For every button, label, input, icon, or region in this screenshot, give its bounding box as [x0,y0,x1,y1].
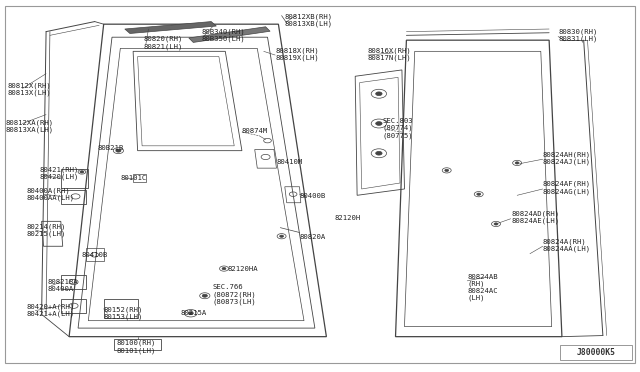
Circle shape [222,267,226,270]
Circle shape [477,193,481,195]
Text: 80820A: 80820A [300,234,326,240]
Circle shape [515,162,519,164]
Circle shape [80,171,84,173]
Text: 80874M: 80874M [242,128,268,134]
Circle shape [445,169,449,171]
Text: 80816X(RH)
80817N(LH): 80816X(RH) 80817N(LH) [368,47,412,61]
Polygon shape [189,27,270,42]
Circle shape [376,122,382,125]
Text: 82120H: 82120H [334,215,360,221]
Text: 80400B: 80400B [300,193,326,199]
Text: 80400A(RH)
80400AA(LH): 80400A(RH) 80400AA(LH) [27,187,75,201]
Text: 80812XA(RH)
80813XA(LH): 80812XA(RH) 80813XA(LH) [5,120,53,133]
Text: 80152(RH)
80153(LH): 80152(RH) 80153(LH) [104,307,143,320]
Text: 80824A(RH)
80824AA(LH): 80824A(RH) 80824AA(LH) [543,239,591,252]
Text: 80215A: 80215A [180,310,207,316]
Polygon shape [125,22,216,33]
Text: 80824AD(RH)
80824AE(LH): 80824AD(RH) 80824AE(LH) [512,211,560,224]
Text: 80820(RH)
80821(LH): 80820(RH) 80821(LH) [144,36,184,49]
Text: 80812XB(RH)
80813XB(LH): 80812XB(RH) 80813XB(LH) [285,14,333,27]
Text: 80421(RH)
80420(LH): 80421(RH) 80420(LH) [40,166,79,180]
Circle shape [376,92,382,96]
Text: 80214(RH)
80215(LH): 80214(RH) 80215(LH) [27,223,67,237]
Text: J80000K5: J80000K5 [577,348,616,357]
Text: 80830(RH)
80831(LH): 80830(RH) 80831(LH) [558,29,598,42]
Text: 82120HA: 82120HA [227,266,258,272]
Text: 80824AB
(RH)
80824AC
(LH): 80824AB (RH) 80824AC (LH) [467,273,498,301]
Circle shape [494,223,498,225]
Text: 80100(RH)
80101(LH): 80100(RH) 80101(LH) [116,340,156,353]
Text: 80410B: 80410B [82,252,108,258]
Text: 80B340(RH)
80B350(LH): 80B340(RH) 80B350(LH) [202,29,245,42]
Text: 80818X(RH)
80819X(LH): 80818X(RH) 80819X(LH) [275,47,319,61]
Text: 80821BA
80400A: 80821BA 80400A [48,279,79,292]
Text: 80824AF(RH)
80824AG(LH): 80824AF(RH) 80824AG(LH) [543,181,591,195]
Text: 80410M: 80410M [276,159,303,165]
Circle shape [116,149,121,152]
Text: SEC.766
(80872(RH)
(80873(LH): SEC.766 (80872(RH) (80873(LH) [212,284,256,305]
Circle shape [376,151,382,155]
Text: 80420+A(RH)
80421+A(LH): 80420+A(RH) 80421+A(LH) [27,304,75,317]
Circle shape [188,312,193,315]
Circle shape [202,294,207,297]
Text: 80B21B: 80B21B [97,145,124,151]
Text: 80812X(RH)
80813X(LH): 80812X(RH) 80813X(LH) [8,83,51,96]
Text: 80824AH(RH)
80824AJ(LH): 80824AH(RH) 80824AJ(LH) [543,151,591,165]
Text: 80101C: 80101C [120,175,147,181]
Text: SEC.803
(80774)
(80775): SEC.803 (80774) (80775) [383,118,413,139]
Circle shape [280,235,284,237]
